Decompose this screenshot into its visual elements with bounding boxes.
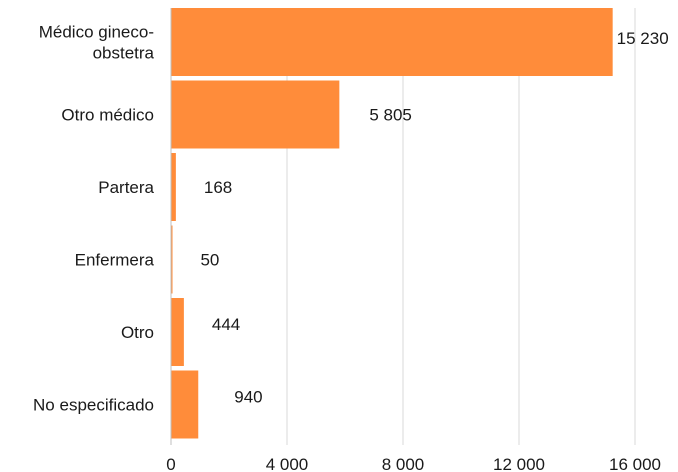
data-label: 5 805 [369,106,412,125]
data-label: 168 [204,178,232,197]
category-label: Enfermera [75,251,155,270]
category-label: Partera [98,178,154,197]
data-label: 940 [234,388,262,407]
labels: 0 4 000 8 000 12 000 16 000 Médico gineco-obs… [33,23,669,472]
category-label: obstetra [93,44,155,63]
x-tick-label: 8 000 [382,455,425,472]
x-tick-label: 12 000 [493,455,545,472]
data-label: 50 [200,251,219,270]
bar [171,80,340,149]
x-tick-label: 0 [166,455,175,472]
bar [171,8,613,76]
x-tick-label: 16 000 [609,455,661,472]
grid-lines [286,8,636,445]
x-tick-label: 4 000 [266,455,309,472]
category-label: Otro [121,323,154,342]
category-label: No especificado [33,396,154,415]
bar [171,298,184,366]
bar [171,225,173,294]
category-label: Otro médico [61,106,154,125]
bar [171,153,176,221]
data-label: 444 [212,315,240,334]
category-label: Médico gineco- [39,23,154,42]
bar [171,370,199,439]
bars [171,8,613,439]
data-label: 15 230 [617,29,669,48]
